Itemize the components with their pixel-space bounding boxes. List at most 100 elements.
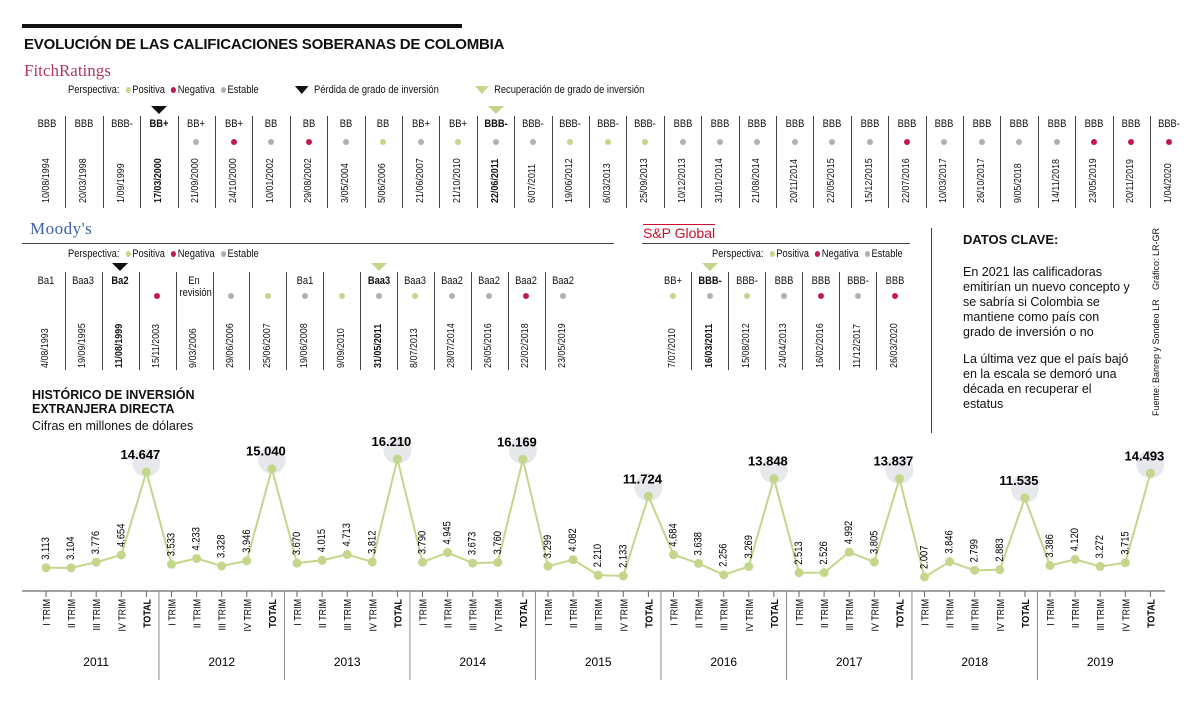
data-point [744,561,754,571]
data-label-total: 14.647 [121,447,161,462]
total-halo [383,436,412,464]
data-label-total: 11.724 [623,471,663,486]
data-label: 2.210 [593,544,605,568]
legend-perspectiva: Perspectiva: [712,248,764,260]
outlook-estable-dot [866,139,873,145]
total-halo [885,455,914,484]
moodys-logo: Moody's [30,219,93,238]
rating-separator [850,116,852,208]
data-label: 3.715 [1120,531,1132,555]
x-tick-label: I TRIM [292,599,304,626]
data-point [1120,558,1130,568]
fitch-logo: FitchRatings [24,61,111,80]
x-tick-label: III TRIM [845,599,857,631]
outlook-estable-dot [754,139,761,145]
data-label: 3.812 [367,530,379,554]
data-label: 2.133 [618,544,630,568]
rating-label: Ba1 [296,275,314,287]
rating-separator [701,116,703,208]
data-point [920,572,929,582]
year-label: 2011 [83,655,109,669]
x-tick-label: II TRIM [66,599,78,628]
rating-separator [101,272,103,370]
data-label: 4.654 [116,523,128,547]
data-label: 3.328 [216,534,228,558]
data-point [543,561,553,571]
loss-triangle-icon [295,86,309,95]
rating-separator [439,116,441,208]
rating-separator [323,272,325,370]
data-point [1020,493,1030,503]
data-label-total: 11.535 [999,473,1038,488]
data-point [192,553,202,563]
outlook-negativa-dot [305,139,312,145]
rating-separator [839,272,840,370]
data-point [1095,561,1105,571]
year-label: 2018 [961,655,988,669]
data-label: 2.883 [994,538,1006,562]
rating-separator [249,272,251,370]
rating-label: BBB- [521,118,544,130]
stable-dot-icon [220,250,226,257]
x-tick-label: TOTAL [1020,599,1032,628]
total-halo [634,473,663,502]
year-label: 2016 [710,655,737,669]
x-tick-label: TOTAL [142,599,154,628]
outlook-estable-dot [716,139,723,145]
x-tick-label: I TRIM [167,599,179,626]
data-point [518,454,528,464]
rating-separator [327,116,329,208]
rating-label: BB+ [663,275,682,287]
rating-label: BBB [774,275,793,287]
data-label: 3.272 [1095,535,1107,559]
recovery-triangle-icon [475,86,489,95]
data-label: 3.846 [944,530,956,554]
rating-label: Baa2 [515,275,538,287]
data-label: 4.120 [1069,528,1081,552]
rating-label: Baa2 [441,275,464,287]
legend-perspectiva: Perspectiva: [68,84,120,96]
outlook-estable-dot [706,293,713,299]
rating-separator [289,116,291,208]
data-point [342,549,352,559]
outlook-negativa-dot [154,293,161,299]
rating-label: BB [302,118,315,130]
data-label: 3.104 [65,536,77,560]
data-point [894,474,904,484]
ied-title: HISTÓRICO DE INVERSIÓN EXTRANJERA DIRECT… [32,388,195,416]
rating-label: BBB- [634,118,657,130]
x-tick-label: II TRIM [443,599,455,628]
x-tick-label: IV TRIM [744,599,756,632]
data-point [869,557,879,567]
x-tick-label: III TRIM [1096,599,1108,631]
rating-label: BBB [860,118,879,130]
rating-label: BBB [897,118,917,130]
rating-label: BBB- [735,275,758,287]
rating-label: BBB [74,118,94,130]
outlook-positiva-dot [338,293,345,299]
data-label: 4.082 [567,528,579,552]
rating-label: Baa3 [404,275,427,287]
outlook-estable-dot [301,293,308,299]
data-point [945,557,955,567]
rating-label: BB+ [224,118,243,130]
rating-separator [1112,116,1114,208]
rating-label: BB+ [187,118,206,130]
outlook-estable-dot [791,139,798,145]
x-tick-label: IV TRIM [619,599,631,632]
datos-clave-title: DATOS CLAVE: [963,232,1059,247]
x-tick-label: IV TRIM [242,599,254,632]
sp-logo: S&P Global [643,224,716,241]
legend-estable: Estable [227,84,259,96]
x-tick-label: TOTAL [1146,599,1158,628]
outlook-negativa-dot [817,293,824,299]
rating-separator [1150,116,1151,208]
rating-separator [1075,116,1077,208]
x-tick-label: III TRIM [594,599,606,631]
rating-separator [738,116,740,208]
loss-triangle-icon [112,263,129,271]
outlook-positiva-dot [743,293,750,299]
data-point [794,568,804,578]
legend-perdida: Pérdida de grado de inversión [314,84,439,96]
recovery-triangle-icon [701,263,718,271]
